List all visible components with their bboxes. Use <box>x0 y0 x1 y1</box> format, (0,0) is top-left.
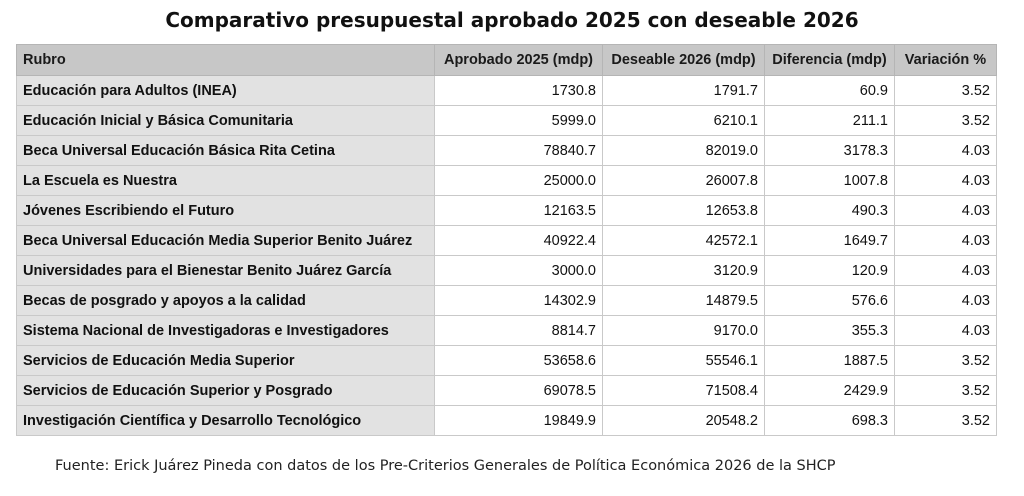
cell-aprobado: 1730.8 <box>434 75 603 106</box>
header-aprobado-2025: Aprobado 2025 (mdp) <box>434 44 603 76</box>
cell-aprobado: 40922.4 <box>434 225 603 256</box>
cell-diferencia: 1887.5 <box>764 345 895 376</box>
cell-aprobado: 25000.0 <box>434 165 603 196</box>
cell-variacion: 4.03 <box>894 315 997 346</box>
header-variacion: Variación % <box>894 44 997 76</box>
cell-rubro: Beca Universal Educación Media Superior … <box>16 225 435 256</box>
cell-variacion: 4.03 <box>894 195 997 226</box>
table-row: Becas de posgrado y apoyos a la calidad … <box>16 285 997 316</box>
table-row: Servicios de Educación Media Superior 53… <box>16 345 997 376</box>
table-row: Educación para Adultos (INEA) 1730.8 179… <box>16 75 997 106</box>
cell-rubro: Servicios de Educación Media Superior <box>16 345 435 376</box>
cell-diferencia: 3178.3 <box>764 135 895 166</box>
cell-rubro: Educación Inicial y Básica Comunitaria <box>16 105 435 136</box>
cell-aprobado: 3000.0 <box>434 255 603 286</box>
cell-aprobado: 5999.0 <box>434 105 603 136</box>
cell-diferencia: 2429.9 <box>764 375 895 406</box>
table-row: Jóvenes Escribiendo el Futuro 12163.5 12… <box>16 195 997 226</box>
table-row: Servicios de Educación Superior y Posgra… <box>16 375 997 406</box>
cell-deseable: 26007.8 <box>602 165 765 196</box>
table-row: Beca Universal Educación Media Superior … <box>16 225 997 256</box>
cell-diferencia: 698.3 <box>764 405 895 436</box>
cell-diferencia: 576.6 <box>764 285 895 316</box>
cell-rubro: Jóvenes Escribiendo el Futuro <box>16 195 435 226</box>
cell-deseable: 20548.2 <box>602 405 765 436</box>
cell-deseable: 1791.7 <box>602 75 765 106</box>
cell-rubro: Becas de posgrado y apoyos a la calidad <box>16 285 435 316</box>
cell-aprobado: 78840.7 <box>434 135 603 166</box>
cell-variacion: 3.52 <box>894 375 997 406</box>
cell-rubro: Educación para Adultos (INEA) <box>16 75 435 106</box>
budget-table-container: Rubro Aprobado 2025 (mdp) Deseable 2026 … <box>16 44 997 436</box>
cell-variacion: 4.03 <box>894 135 997 166</box>
table-body: Educación para Adultos (INEA) 1730.8 179… <box>16 75 997 436</box>
cell-deseable: 42572.1 <box>602 225 765 256</box>
cell-deseable: 3120.9 <box>602 255 765 286</box>
cell-variacion: 3.52 <box>894 405 997 436</box>
cell-rubro: Beca Universal Educación Básica Rita Cet… <box>16 135 435 166</box>
table-row: Sistema Nacional de Investigadoras e Inv… <box>16 315 997 346</box>
cell-variacion: 3.52 <box>894 345 997 376</box>
cell-diferencia: 60.9 <box>764 75 895 106</box>
cell-deseable: 9170.0 <box>602 315 765 346</box>
table-row: La Escuela es Nuestra 25000.0 26007.8 10… <box>16 165 997 196</box>
table-row: Investigación Científica y Desarrollo Te… <box>16 405 997 436</box>
cell-aprobado: 8814.7 <box>434 315 603 346</box>
cell-aprobado: 14302.9 <box>434 285 603 316</box>
cell-rubro: La Escuela es Nuestra <box>16 165 435 196</box>
cell-diferencia: 355.3 <box>764 315 895 346</box>
cell-deseable: 55546.1 <box>602 345 765 376</box>
cell-diferencia: 490.3 <box>764 195 895 226</box>
table-row: Beca Universal Educación Básica Rita Cet… <box>16 135 997 166</box>
cell-diferencia: 1007.8 <box>764 165 895 196</box>
source-note: Fuente: Erick Juárez Pineda con datos de… <box>55 458 836 474</box>
cell-variacion: 3.52 <box>894 105 997 136</box>
cell-diferencia: 1649.7 <box>764 225 895 256</box>
header-rubro: Rubro <box>16 44 435 76</box>
cell-deseable: 12653.8 <box>602 195 765 226</box>
cell-rubro: Universidades para el Bienestar Benito J… <box>16 255 435 286</box>
cell-deseable: 14879.5 <box>602 285 765 316</box>
header-row: Rubro Aprobado 2025 (mdp) Deseable 2026 … <box>16 44 997 76</box>
cell-diferencia: 211.1 <box>764 105 895 136</box>
cell-diferencia: 120.9 <box>764 255 895 286</box>
header-deseable-2026: Deseable 2026 (mdp) <box>602 44 765 76</box>
header-diferencia: Diferencia (mdp) <box>764 44 895 76</box>
cell-rubro: Investigación Científica y Desarrollo Te… <box>16 405 435 436</box>
cell-rubro: Servicios de Educación Superior y Posgra… <box>16 375 435 406</box>
cell-variacion: 4.03 <box>894 165 997 196</box>
cell-deseable: 71508.4 <box>602 375 765 406</box>
cell-deseable: 6210.1 <box>602 105 765 136</box>
cell-aprobado: 69078.5 <box>434 375 603 406</box>
table-header: Rubro Aprobado 2025 (mdp) Deseable 2026 … <box>16 44 997 76</box>
cell-aprobado: 53658.6 <box>434 345 603 376</box>
table-row: Educación Inicial y Básica Comunitaria 5… <box>16 105 997 136</box>
cell-deseable: 82019.0 <box>602 135 765 166</box>
table-row: Universidades para el Bienestar Benito J… <box>16 255 997 286</box>
cell-variacion: 4.03 <box>894 225 997 256</box>
cell-rubro: Sistema Nacional de Investigadoras e Inv… <box>16 315 435 346</box>
cell-variacion: 3.52 <box>894 75 997 106</box>
cell-aprobado: 12163.5 <box>434 195 603 226</box>
budget-table: Rubro Aprobado 2025 (mdp) Deseable 2026 … <box>16 44 997 436</box>
cell-variacion: 4.03 <box>894 255 997 286</box>
page-title: Comparativo presupuestal aprobado 2025 c… <box>165 8 859 32</box>
cell-aprobado: 19849.9 <box>434 405 603 436</box>
cell-variacion: 4.03 <box>894 285 997 316</box>
